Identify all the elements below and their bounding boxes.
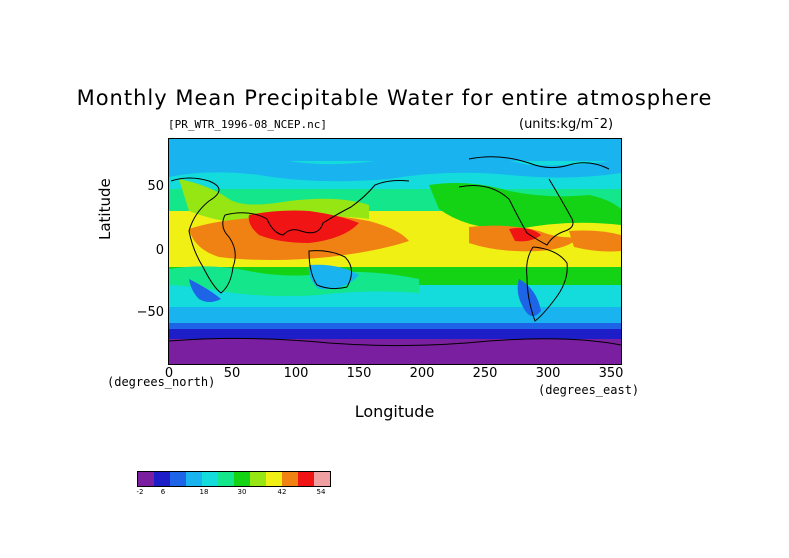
region-eurasia-humid bbox=[179, 179, 369, 224]
coast-south-america bbox=[526, 246, 568, 322]
y-tick-minus-50: −50 bbox=[136, 305, 164, 320]
region-atlantic-warm bbox=[569, 230, 621, 252]
x-tick-0: 0 bbox=[164, 366, 174, 381]
colorbar-tick-42: 42 bbox=[277, 488, 287, 496]
colorbar-tick-30: 30 bbox=[237, 488, 247, 496]
colorbar-swatch-1 bbox=[154, 472, 170, 486]
colorbar-swatch-9 bbox=[282, 472, 298, 486]
y-tick-0: 0 bbox=[155, 243, 164, 258]
colorbar bbox=[137, 471, 331, 487]
colorbar-tick-minus-2: -2 bbox=[136, 488, 144, 496]
band-south-high bbox=[169, 307, 621, 323]
colorbar-tick-6: 6 bbox=[160, 488, 166, 496]
y-tick-50: 50 bbox=[147, 179, 164, 194]
colorbar-swatch-11 bbox=[314, 472, 330, 486]
colorbar-swatch-2 bbox=[170, 472, 186, 486]
map-canvas bbox=[169, 139, 621, 364]
band-arctic bbox=[169, 139, 621, 161]
colorbar-swatch-6 bbox=[234, 472, 250, 486]
coast-australia bbox=[308, 250, 352, 290]
colorbar-swatch-0 bbox=[138, 472, 154, 486]
region-andes-dry bbox=[517, 279, 541, 317]
y-axis-label: Latitude bbox=[96, 178, 114, 240]
coast-greenland bbox=[468, 156, 610, 170]
coast-antarctica bbox=[169, 337, 621, 347]
coast-asia-south bbox=[224, 180, 410, 236]
coast-north-america bbox=[458, 178, 574, 246]
x-tick-150: 150 bbox=[346, 366, 372, 381]
region-central-america-max bbox=[509, 227, 541, 242]
colorbar-tick-18: 18 bbox=[199, 488, 209, 496]
y-axis-units: (degrees_north) bbox=[107, 375, 216, 389]
region-south-africa-dry bbox=[189, 279, 221, 302]
x-axis-units: (degrees_east) bbox=[538, 383, 640, 397]
x-tick-50: 50 bbox=[223, 366, 241, 381]
colorbar-swatch-3 bbox=[186, 472, 202, 486]
x-tick-200: 200 bbox=[409, 366, 435, 381]
region-monsoon-max bbox=[248, 210, 359, 243]
colorbar-swatch-10 bbox=[298, 472, 314, 486]
x-tick-350: 350 bbox=[598, 366, 624, 381]
coast-africa-west bbox=[170, 177, 236, 294]
x-tick-250: 250 bbox=[472, 366, 498, 381]
band-antarctica bbox=[169, 337, 621, 364]
x-tick-300: 300 bbox=[535, 366, 561, 381]
coastlines bbox=[169, 156, 621, 347]
units-label: (units:kg/m¯2) bbox=[519, 117, 614, 132]
colorbar-tick-54: 54 bbox=[316, 488, 326, 496]
x-axis-label: Longitude bbox=[354, 402, 435, 421]
precipitable-water-map bbox=[168, 138, 622, 365]
map-title: Monthly Mean Precipitable Water for enti… bbox=[76, 86, 713, 110]
colorbar-swatch-5 bbox=[218, 472, 234, 486]
colorbar-swatch-8 bbox=[266, 472, 282, 486]
colorbar-swatch-4 bbox=[202, 472, 218, 486]
region-north-cool bbox=[169, 154, 621, 182]
file-name: [PR_WTR_1996-08_NCEP.nc] bbox=[168, 118, 327, 131]
region-pacific-mid bbox=[429, 183, 621, 230]
region-australia-dry bbox=[308, 264, 359, 290]
x-tick-100: 100 bbox=[283, 366, 309, 381]
band-antarctic-edge bbox=[169, 329, 621, 339]
colorbar-swatch-7 bbox=[250, 472, 266, 486]
